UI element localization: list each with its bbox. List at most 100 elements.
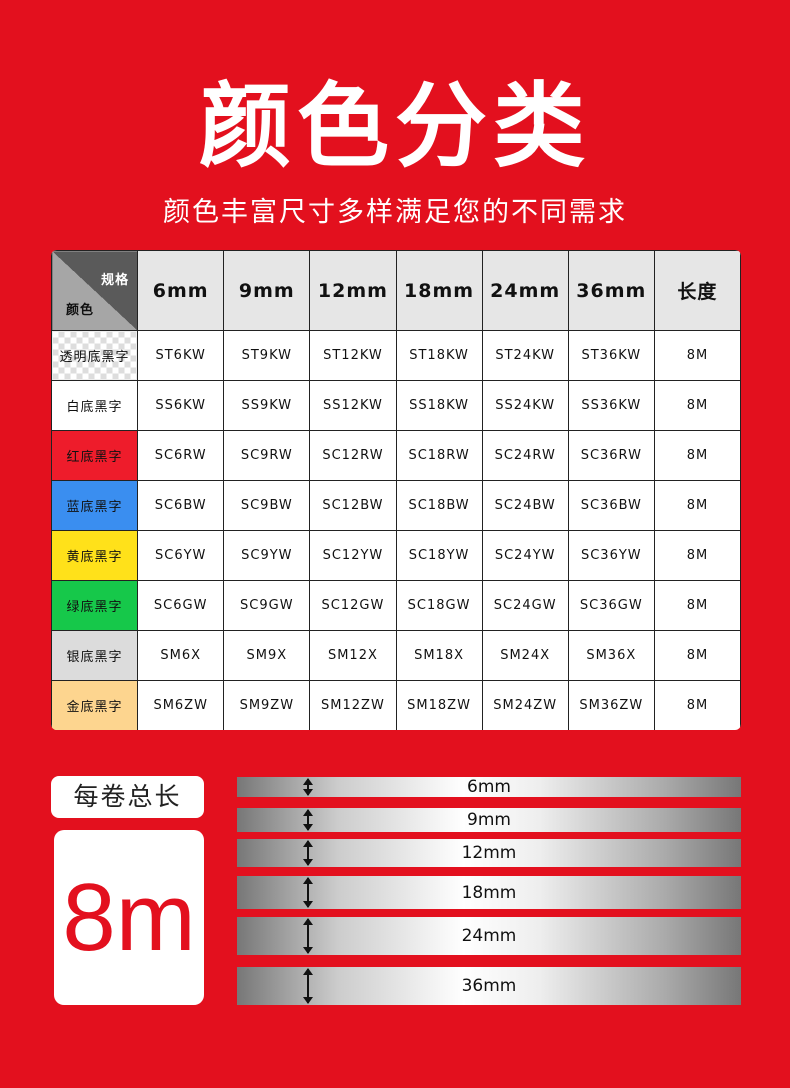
model-cell: 8M bbox=[653, 430, 741, 481]
model-cell: SC6YW bbox=[137, 530, 225, 581]
tape-width-bar: 24mm bbox=[237, 917, 741, 955]
double-arrow-icon bbox=[303, 778, 313, 796]
tape-width-label: 24mm bbox=[461, 926, 517, 946]
spec-table: 规格 颜色 6mm 9mm 12mm 18mm 24mm 36mm 长度 透明底黑字 ST6KW… bbox=[51, 250, 741, 730]
column-header: 24mm bbox=[481, 250, 569, 331]
color-cell: 黄底黑字 bbox=[51, 530, 139, 581]
model-cell: SC12GW bbox=[309, 580, 397, 631]
column-header: 长度 bbox=[653, 250, 741, 331]
model-cell: SC36BW bbox=[567, 480, 655, 531]
model-cell: SM18ZW bbox=[395, 680, 483, 730]
column-header: 9mm bbox=[223, 250, 311, 331]
model-cell: SM9X bbox=[223, 630, 311, 681]
model-cell: SC36YW bbox=[567, 530, 655, 581]
tape-width-bar: 18mm bbox=[237, 876, 741, 909]
model-cell: SC18RW bbox=[395, 430, 483, 481]
tape-width-label: 36mm bbox=[461, 976, 517, 996]
model-cell: SC18BW bbox=[395, 480, 483, 531]
model-cell: SC24RW bbox=[481, 430, 569, 481]
model-cell: SC9YW bbox=[223, 530, 311, 581]
model-cell: SC24BW bbox=[481, 480, 569, 531]
tape-width-bar: 36mm bbox=[237, 967, 741, 1005]
table-row: 金底黑字 SM6ZW SM9ZW SM12ZW SM18ZW SM24ZW SM36ZW 8M bbox=[51, 680, 741, 730]
double-arrow-icon bbox=[303, 877, 313, 908]
double-arrow-icon bbox=[303, 809, 313, 831]
model-cell: 8M bbox=[653, 680, 741, 730]
corner-cell: 规格 颜色 bbox=[51, 250, 139, 331]
column-header: 18mm bbox=[395, 250, 483, 331]
model-cell: SM12ZW bbox=[309, 680, 397, 730]
model-cell: SM6X bbox=[137, 630, 225, 681]
model-cell: SC12YW bbox=[309, 530, 397, 581]
double-arrow-icon bbox=[303, 918, 313, 954]
model-cell: SM6ZW bbox=[137, 680, 225, 730]
color-cell: 绿底黑字 bbox=[51, 580, 139, 631]
model-cell: SS24KW bbox=[481, 380, 569, 431]
model-cell: SM36X bbox=[567, 630, 655, 681]
corner-top: 规格 bbox=[101, 273, 130, 288]
model-cell: SC12BW bbox=[309, 480, 397, 531]
model-cell: SC36GW bbox=[567, 580, 655, 631]
tape-width-label: 6mm bbox=[467, 777, 511, 797]
model-cell: SC9GW bbox=[223, 580, 311, 631]
model-cell: SC9BW bbox=[223, 480, 311, 531]
model-cell: SC12RW bbox=[309, 430, 397, 481]
model-cell: ST18KW bbox=[395, 330, 483, 381]
model-cell: 8M bbox=[653, 630, 741, 681]
column-header: 6mm bbox=[137, 250, 225, 331]
table-row: 红底黑字 SC6RW SC9RW SC12RW SC18RW SC24RW SC36RW 8M bbox=[51, 430, 741, 481]
color-cell: 透明底黑字 bbox=[51, 330, 139, 381]
model-cell: SS9KW bbox=[223, 380, 311, 431]
subtitle: 颜色丰富尺寸多样满足您的不同需求 bbox=[163, 197, 627, 228]
model-cell: SC24YW bbox=[481, 530, 569, 581]
model-cell: SM24X bbox=[481, 630, 569, 681]
model-cell: 8M bbox=[653, 530, 741, 581]
table-row: 蓝底黑字 SC6BW SC9BW SC12BW SC18BW SC24BW SC36BW 8M bbox=[51, 480, 741, 531]
tape-width-label: 12mm bbox=[461, 843, 517, 863]
color-cell: 红底黑字 bbox=[51, 430, 139, 481]
model-cell: 8M bbox=[653, 580, 741, 631]
model-cell: 8M bbox=[653, 330, 741, 381]
model-cell: SC18YW bbox=[395, 530, 483, 581]
color-cell: 金底黑字 bbox=[51, 680, 139, 730]
tape-width-label: 9mm bbox=[467, 810, 511, 830]
double-arrow-icon bbox=[303, 968, 313, 1004]
color-cell: 蓝底黑字 bbox=[51, 480, 139, 531]
model-cell: SS6KW bbox=[137, 380, 225, 431]
table-row: 黄底黑字 SC6YW SC9YW SC12YW SC18YW SC24YW SC36YW 8M bbox=[51, 530, 741, 581]
double-arrow-icon bbox=[303, 840, 313, 866]
length-label: 每卷总长 bbox=[51, 776, 204, 818]
tape-width-bar: 12mm bbox=[237, 839, 741, 867]
table-row: 银底黑字 SM6X SM9X SM12X SM18X SM24X SM36X 8M bbox=[51, 630, 741, 681]
model-cell: ST9KW bbox=[223, 330, 311, 381]
model-cell: SM24ZW bbox=[481, 680, 569, 730]
color-cell: 白底黑字 bbox=[51, 380, 139, 431]
column-header: 12mm bbox=[309, 250, 397, 331]
model-cell: SC18GW bbox=[395, 580, 483, 631]
table-row: 白底黑字 SS6KW SS9KW SS12KW SS18KW SS24KW SS36KW 8M bbox=[51, 380, 741, 431]
model-cell: SC6GW bbox=[137, 580, 225, 631]
model-cell: SC36RW bbox=[567, 430, 655, 481]
model-cell: SC6BW bbox=[137, 480, 225, 531]
corner-bottom: 颜色 bbox=[66, 303, 95, 318]
tape-width-bar: 9mm bbox=[237, 808, 741, 832]
color-cell: 银底黑字 bbox=[51, 630, 139, 681]
tape-width-bar: 6mm bbox=[237, 777, 741, 797]
model-cell: ST6KW bbox=[137, 330, 225, 381]
model-cell: ST36KW bbox=[567, 330, 655, 381]
model-cell: SM12X bbox=[309, 630, 397, 681]
page-title: 颜色分类 bbox=[198, 73, 591, 180]
model-cell: 8M bbox=[653, 380, 741, 431]
length-value: 8m bbox=[54, 830, 204, 1005]
table-row: 透明底黑字 ST6KW ST9KW ST12KW ST18KW ST24KW ST36KW 8… bbox=[51, 330, 741, 381]
column-header: 36mm bbox=[567, 250, 655, 331]
model-cell: SC9RW bbox=[223, 430, 311, 481]
model-cell: SM18X bbox=[395, 630, 483, 681]
model-cell: SS36KW bbox=[567, 380, 655, 431]
model-cell: ST24KW bbox=[481, 330, 569, 381]
model-cell: SC24GW bbox=[481, 580, 569, 631]
table-row: 绿底黑字 SC6GW SC9GW SC12GW SC18GW SC24GW SC36GW 8M bbox=[51, 580, 741, 631]
model-cell: SC6RW bbox=[137, 430, 225, 481]
model-cell: SS12KW bbox=[309, 380, 397, 431]
model-cell: SM9ZW bbox=[223, 680, 311, 730]
